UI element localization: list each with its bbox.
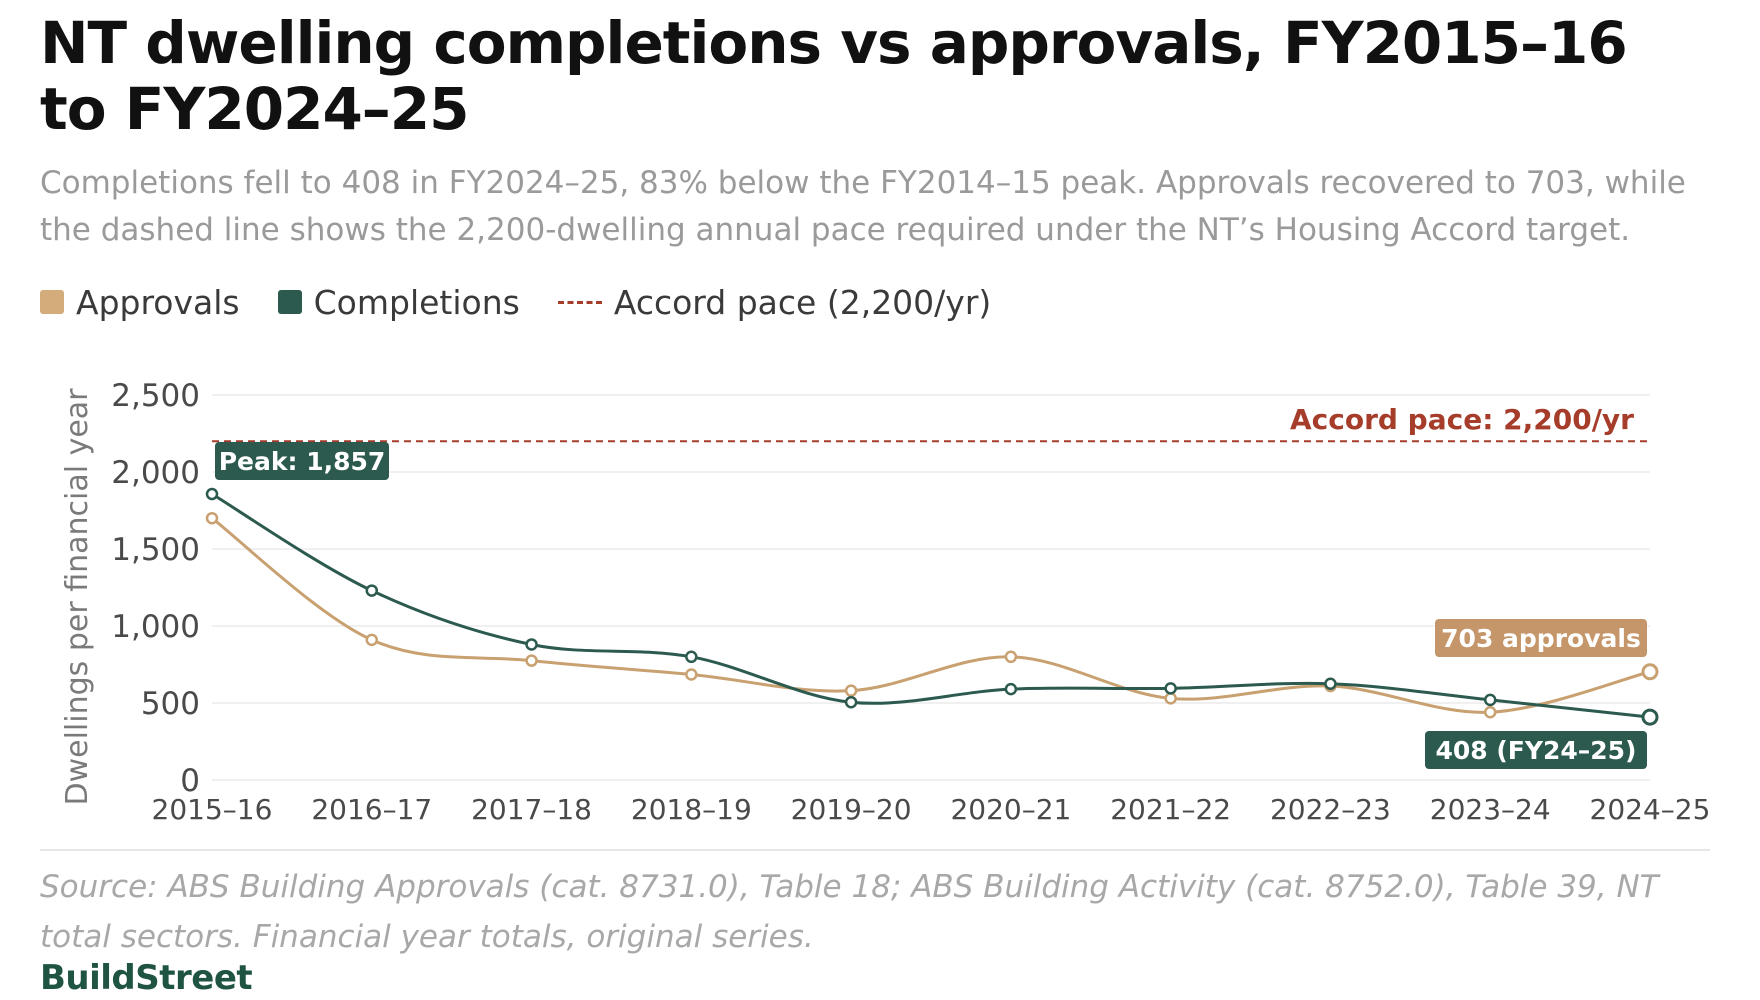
- x-tick-label: 2016–17: [311, 793, 432, 826]
- y-tick-label: 2,500: [111, 378, 200, 414]
- accord-pace-label: Accord pace: 2,200/yr: [1290, 403, 1634, 436]
- approvals-point: [1483, 705, 1497, 719]
- footer-divider: [40, 849, 1710, 851]
- completions-point: [685, 650, 698, 664]
- legend-label-completions: Completions: [313, 282, 520, 322]
- peak-annotation-box: [215, 442, 389, 480]
- legend-label-accord: Accord pace (2,200/yr): [613, 282, 992, 322]
- legend-item-approvals: Approvals: [40, 283, 240, 322]
- x-tick-label: 2024–25: [1590, 793, 1711, 826]
- line-chart: 0 500 1,000 1,500 2,000 2,500 2015–16 2016–17 20…: [60, 378, 1711, 826]
- approvals-point: [1641, 663, 1659, 681]
- approvals-swatch: [40, 290, 64, 314]
- completions-line: [211, 492, 1651, 719]
- approvals-point: [205, 511, 219, 525]
- source-note: Source: ABS Building Approvals (cat. 873…: [40, 869, 1659, 955]
- approvals-point: [1164, 692, 1177, 705]
- x-tick-label: 2018–19: [631, 793, 752, 826]
- peak-annotation-label: Peak: 1,857: [219, 447, 386, 476]
- chart-subtitle: Completions fell to 408 in FY2024–25, 83…: [40, 165, 1686, 248]
- completions-point: [1164, 682, 1177, 695]
- y-tick-label: 1,500: [111, 532, 200, 568]
- x-tick-label: 2017–18: [471, 793, 592, 826]
- y-tick-label: 500: [141, 686, 200, 722]
- approvals-point: [685, 668, 698, 681]
- completions-swatch: [277, 290, 302, 314]
- completions-point: [205, 487, 219, 501]
- y-axis-title: Dwellings per financial year: [60, 388, 95, 806]
- approvals-annotation-box: [1435, 619, 1647, 657]
- legend-item-accord: Accord pace (2,200/yr): [557, 282, 992, 322]
- completions-point: [525, 638, 538, 651]
- completions-point: [365, 584, 379, 597]
- approvals-line: [211, 517, 1651, 714]
- approvals-point: [365, 633, 379, 647]
- x-tick-label: 2020–21: [950, 793, 1071, 826]
- x-tick-label: 2021–22: [1110, 793, 1231, 826]
- y-tick-label: 2,000: [111, 455, 200, 491]
- completions-point: [1641, 708, 1659, 726]
- x-tick-label: 2019–20: [791, 793, 912, 826]
- legend-label-approvals: Approvals: [76, 282, 240, 322]
- legend: Approvals Completions Accord pace (2,200…: [40, 280, 1029, 324]
- approvals-annotation-label: 703 approvals: [1441, 624, 1641, 653]
- chart-title: NT dwelling completions vs approvals, FY…: [40, 9, 1628, 143]
- completions-point: [1004, 682, 1018, 696]
- completions-point: [1324, 677, 1337, 690]
- x-tick-label: 2022–23: [1270, 793, 1391, 826]
- approvals-point: [525, 654, 538, 667]
- completions-annotation-box: [1425, 731, 1647, 769]
- approvals-point: [844, 684, 858, 697]
- x-tick-label: 2023–24: [1430, 793, 1551, 826]
- y-tick-label: 1,000: [111, 609, 200, 645]
- y-tick-label: 0: [180, 763, 200, 799]
- legend-item-completions: Completions: [277, 282, 520, 322]
- completions-point: [1483, 693, 1497, 707]
- completions-annotation-label: 408 (FY24–25): [1435, 736, 1636, 765]
- completions-point: [844, 695, 858, 709]
- approvals-point: [1004, 650, 1018, 664]
- brand-logo: BuildStreet: [40, 958, 253, 998]
- x-tick-label: 2015–16: [152, 793, 273, 826]
- accord-dash-swatch: [557, 300, 602, 304]
